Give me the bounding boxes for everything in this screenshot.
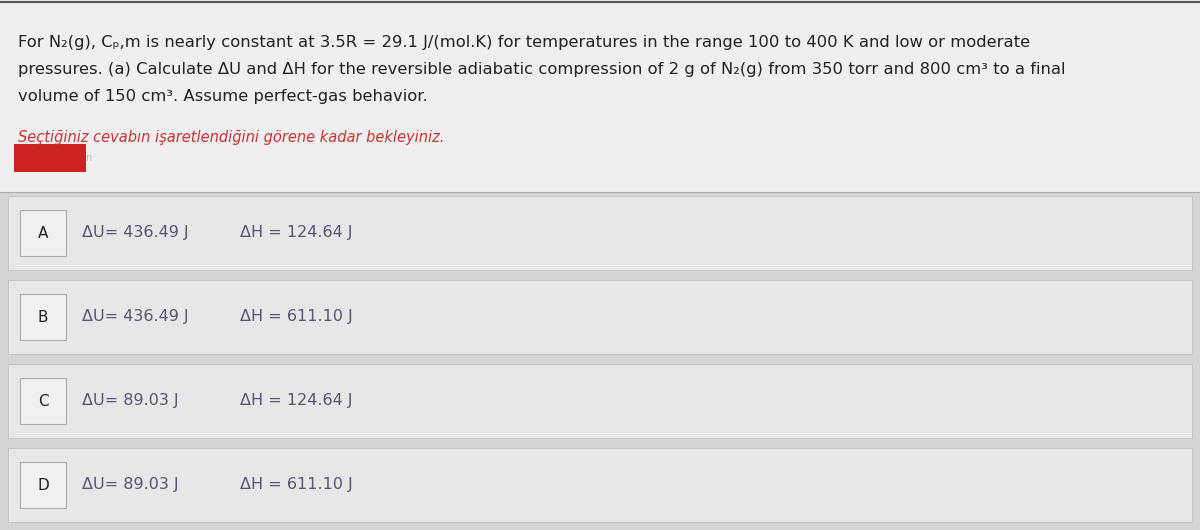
Bar [8, 280, 1192, 354]
Text: ΔH = 611.10 J: ΔH = 611.10 J [240, 310, 353, 324]
Text: ΔH = 611.10 J: ΔH = 611.10 J [240, 478, 353, 492]
Text: ΔH = 124.64 J: ΔH = 124.64 J [240, 393, 353, 409]
Text: pressures. (a) Calculate ΔU and ΔH for the reversible adiabatic compression of 2: pressures. (a) Calculate ΔU and ΔH for t… [18, 62, 1066, 77]
Bar [8, 364, 1192, 438]
Bar [20, 294, 66, 340]
Text: ΔU= 89.03 J: ΔU= 89.03 J [82, 478, 179, 492]
Bar [14, 144, 86, 172]
Bar [8, 196, 1192, 270]
Text: n: n [85, 153, 91, 163]
Bar [0, 192, 1200, 530]
Text: B: B [37, 310, 48, 324]
Text: ΔU= 89.03 J: ΔU= 89.03 J [82, 393, 179, 409]
Text: Seçtiğiniz cevabın işaretlendiğini görene kadar bekleyiniz.: Seçtiğiniz cevabın işaretlendiğini gören… [18, 130, 444, 145]
Text: For N₂(g), Cₚ,m is nearly constant at 3.5R = 29.1 J/(mol.K) for temperatures in : For N₂(g), Cₚ,m is nearly constant at 3.… [18, 35, 1030, 50]
Text: ΔU= 436.49 J: ΔU= 436.49 J [82, 310, 188, 324]
Text: C: C [37, 393, 48, 409]
Bar [8, 448, 1192, 522]
Bar [0, 0, 1200, 235]
Text: ΔH = 124.64 J: ΔH = 124.64 J [240, 225, 353, 241]
Text: D: D [37, 478, 49, 492]
Text: volume of 150 cm³. Assume perfect-gas behavior.: volume of 150 cm³. Assume perfect-gas be… [18, 89, 427, 104]
Bar [20, 378, 66, 424]
Bar [20, 210, 66, 256]
Text: A: A [38, 225, 48, 241]
Text: ΔU= 436.49 J: ΔU= 436.49 J [82, 225, 188, 241]
Bar [20, 462, 66, 508]
